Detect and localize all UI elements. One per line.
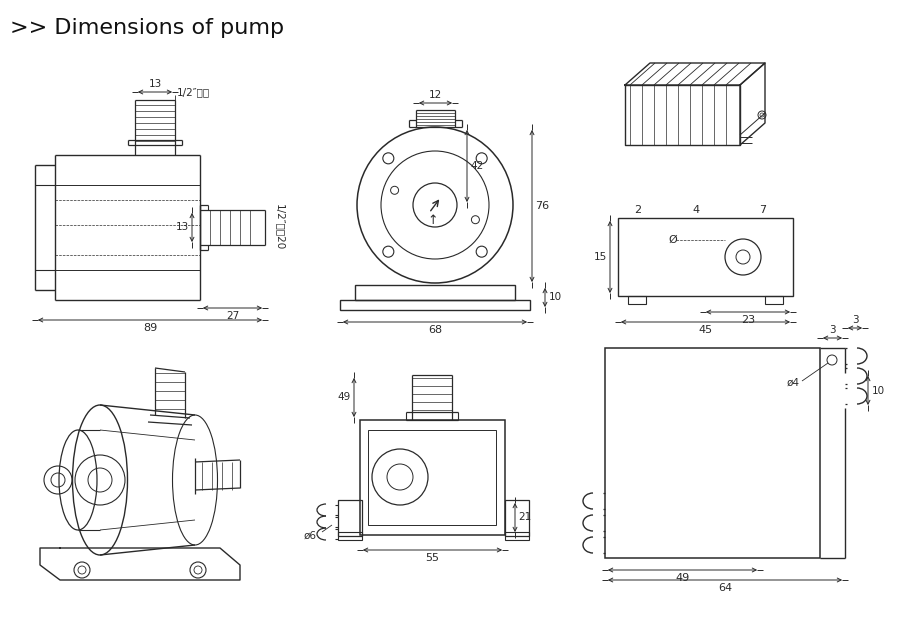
Text: 10: 10 xyxy=(549,293,561,303)
Text: 4: 4 xyxy=(692,205,699,215)
Bar xyxy=(505,532,529,540)
Text: ↑: ↑ xyxy=(428,215,438,228)
Text: 42: 42 xyxy=(471,161,483,171)
Bar xyxy=(340,300,530,310)
Text: 3: 3 xyxy=(852,315,858,325)
Text: 1/2″螺纹: 1/2″螺纹 xyxy=(177,87,210,97)
Text: 89: 89 xyxy=(143,323,157,333)
Bar xyxy=(338,500,362,536)
Text: 1/2″螺纹20: 1/2″螺纹20 xyxy=(275,204,285,250)
Text: 27: 27 xyxy=(226,311,239,321)
Text: 21: 21 xyxy=(519,512,532,522)
Text: 13: 13 xyxy=(149,79,161,89)
Text: 64: 64 xyxy=(718,583,732,593)
Bar xyxy=(355,285,515,300)
Text: 49: 49 xyxy=(337,392,351,402)
Text: 15: 15 xyxy=(593,252,607,262)
Bar xyxy=(505,500,529,536)
Text: 2: 2 xyxy=(634,205,641,215)
Text: 13: 13 xyxy=(175,223,189,233)
Text: 3: 3 xyxy=(829,325,836,335)
Bar xyxy=(618,218,793,296)
Text: >> Dimensions of pump: >> Dimensions of pump xyxy=(10,18,284,38)
Text: ø4: ø4 xyxy=(787,378,800,388)
Bar xyxy=(765,296,783,304)
Text: 12: 12 xyxy=(429,90,442,100)
Text: 45: 45 xyxy=(698,325,713,335)
Text: Ø: Ø xyxy=(668,235,678,245)
Text: 68: 68 xyxy=(428,325,442,335)
Bar xyxy=(368,430,496,525)
Text: 7: 7 xyxy=(759,205,766,215)
Text: 10: 10 xyxy=(872,386,884,396)
Bar xyxy=(360,420,505,535)
Text: 76: 76 xyxy=(535,201,549,211)
Text: 23: 23 xyxy=(741,315,755,325)
Text: 49: 49 xyxy=(676,573,689,583)
Bar xyxy=(628,296,646,304)
Bar xyxy=(338,532,362,540)
Text: ø6: ø6 xyxy=(304,531,317,541)
Text: 55: 55 xyxy=(425,553,440,563)
Bar xyxy=(605,348,820,558)
